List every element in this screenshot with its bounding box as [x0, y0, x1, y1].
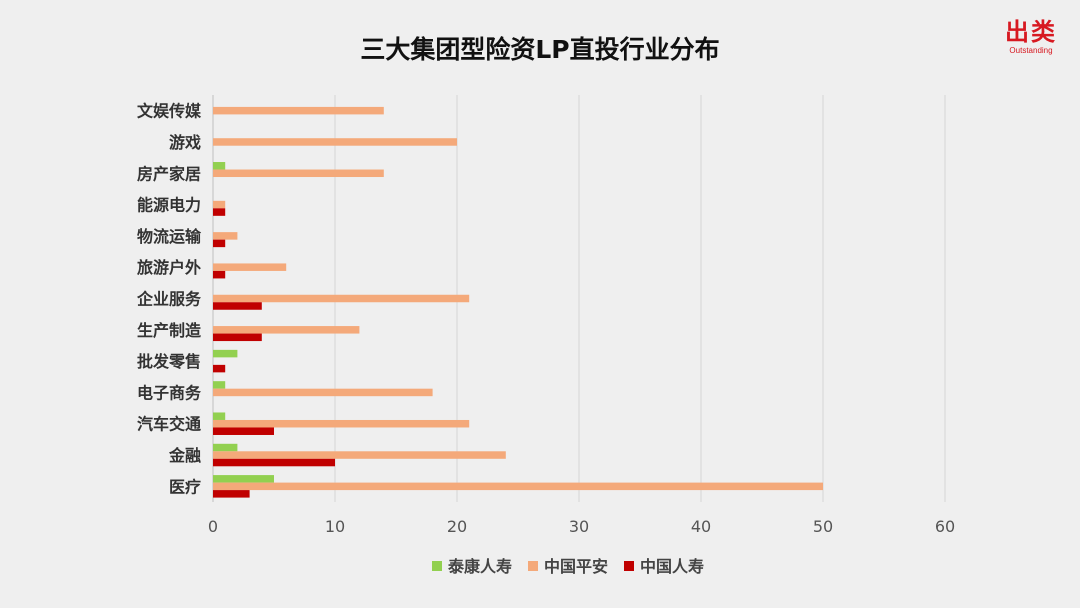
bar — [213, 106, 384, 115]
bar — [213, 412, 226, 420]
bar — [213, 294, 470, 303]
bar — [213, 270, 226, 279]
bar — [213, 443, 238, 452]
category-label: 生产制造 — [137, 321, 202, 340]
x-tick-label: 0 — [208, 517, 218, 536]
category-label: 电子商务 — [137, 383, 202, 402]
legend-swatch — [624, 561, 634, 571]
category-label: 游戏 — [169, 133, 201, 152]
bar — [213, 364, 226, 373]
brand-name: 出类 — [1005, 18, 1057, 46]
category-labels: 文娱传媒游戏房产家居能源电力物流运输旅游户外企业服务生产制造批发零售电子商务汽车… — [136, 102, 202, 497]
category-label: 汽车交通 — [137, 415, 201, 434]
bar — [213, 458, 335, 467]
brand-logo: 出类 Outstanding — [996, 18, 1066, 56]
chart-title: 三大集团型险资LP直投行业分布 — [360, 35, 719, 64]
bar — [213, 263, 287, 271]
bar — [213, 451, 506, 459]
bar — [213, 388, 433, 397]
chart-bars — [213, 106, 823, 498]
legend-label: 泰康人寿 — [447, 557, 512, 576]
category-label: 能源电力 — [137, 196, 201, 215]
bar — [213, 333, 262, 342]
legend-label: 中国平安 — [544, 557, 608, 576]
bar — [213, 482, 823, 491]
bar — [213, 427, 274, 435]
category-label: 批发零售 — [137, 352, 201, 371]
x-tick-label: 40 — [691, 517, 711, 536]
x-tick-labels: 0 10 20 30 40 50 60 — [208, 517, 955, 536]
bar — [213, 162, 226, 170]
category-label: 金融 — [168, 446, 201, 465]
x-tick-label: 10 — [325, 517, 345, 536]
bar — [213, 138, 457, 146]
category-label: 文娱传媒 — [137, 102, 202, 121]
bar — [213, 475, 274, 483]
brand-tagline: Outstanding — [1009, 46, 1053, 55]
bar — [213, 326, 360, 334]
bar — [213, 239, 226, 248]
bar — [213, 208, 226, 216]
legend-swatch — [528, 561, 538, 571]
legend-swatch — [432, 561, 442, 571]
x-tick-label: 50 — [813, 517, 833, 536]
category-label: 物流运输 — [137, 227, 202, 246]
bar — [213, 232, 238, 240]
bar — [213, 490, 250, 498]
bar — [213, 302, 262, 310]
legend-label: 中国人寿 — [640, 557, 704, 576]
chart-legend: 泰康人寿 中国平安 中国人寿 — [432, 557, 704, 576]
x-tick-label: 60 — [935, 517, 955, 536]
x-tick-label: 20 — [447, 517, 467, 536]
bar — [213, 419, 470, 428]
bar — [213, 349, 238, 358]
category-label: 房产家居 — [137, 164, 201, 183]
x-tick-label: 30 — [569, 517, 589, 536]
category-label: 医疗 — [169, 477, 201, 496]
bar — [213, 200, 226, 209]
bar — [213, 169, 384, 178]
bar — [213, 381, 226, 389]
category-label: 旅游户外 — [137, 258, 201, 277]
category-label: 企业服务 — [136, 290, 202, 309]
